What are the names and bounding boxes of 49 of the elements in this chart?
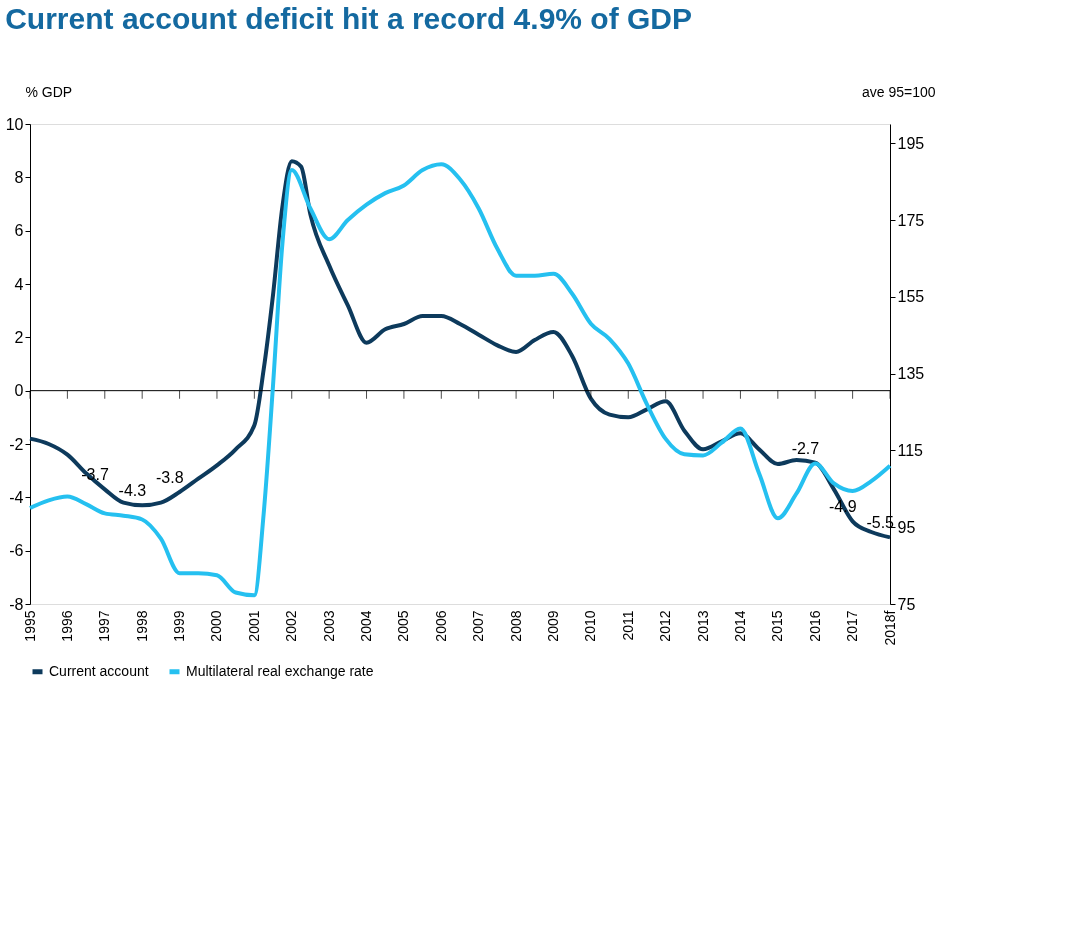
x-tick-label: 2018f: [881, 610, 898, 646]
x-tick-label: 2015: [769, 610, 786, 642]
legend-label: Multilateral real exchange rate: [186, 662, 374, 679]
x-tick-label: 2005: [395, 610, 412, 642]
y2-tick-label: 75: [897, 595, 916, 613]
x-tick-label: 1995: [21, 610, 38, 642]
x-tick-label: 2001: [245, 610, 262, 642]
x-tick-label: 1997: [96, 610, 113, 642]
y2-tick-label: 95: [897, 518, 916, 536]
x-tick-label: 2008: [507, 610, 524, 642]
x-tick-label: 2000: [208, 610, 225, 642]
annotation: -2.7: [791, 439, 820, 457]
y-tick-label: 2: [14, 328, 24, 346]
y-tick-label: 10: [5, 115, 24, 133]
y2-tick-label: 115: [897, 441, 924, 459]
y2-tick-label: 135: [897, 365, 925, 383]
y2-tick-label: 155: [897, 288, 925, 306]
y2-axis-title: ave 95=100: [861, 83, 936, 100]
x-tick-label: 1998: [133, 610, 150, 642]
x-tick-label: 1999: [171, 610, 188, 642]
x-tick-label: 2016: [806, 610, 823, 642]
x-tick-label: 2011: [619, 610, 636, 641]
x-tick-label: 2006: [432, 610, 449, 642]
y-tick-label: -6: [9, 542, 24, 560]
x-tick-label: 1996: [58, 610, 75, 642]
annotation: -3.8: [155, 469, 184, 486]
chart-title: Current account deficit hit a record 4.9% of GDP: [5, 2, 692, 35]
annotation: -4.3: [118, 482, 147, 500]
x-tick-label: 2007: [470, 610, 487, 642]
y-tick-label: 6: [14, 222, 24, 240]
y-tick-label: -4: [9, 488, 24, 506]
y-tick-label: 4: [14, 275, 24, 293]
y-axis-title: % GDP: [25, 83, 73, 100]
x-tick-label: 2003: [320, 610, 337, 642]
y-tick-label: 0: [14, 382, 24, 400]
x-tick-label: 2017: [844, 610, 861, 642]
x-tick-label: 2014: [731, 610, 748, 642]
y-tick-label: 8: [14, 168, 24, 186]
x-tick-label: 2010: [582, 610, 599, 642]
x-tick-label: 2013: [694, 610, 711, 642]
y-tick-label: -8: [9, 595, 24, 613]
legend-label: Current account: [49, 662, 149, 679]
x-tick-label: 2004: [358, 610, 375, 642]
y2-tick-label: 195: [897, 134, 925, 152]
y2-tick-label: 175: [897, 211, 925, 229]
y-tick-label: -2: [9, 435, 24, 453]
x-tick-label: 2012: [657, 610, 674, 642]
x-tick-label: 2002: [283, 610, 300, 642]
x-tick-label: 2009: [544, 610, 561, 642]
